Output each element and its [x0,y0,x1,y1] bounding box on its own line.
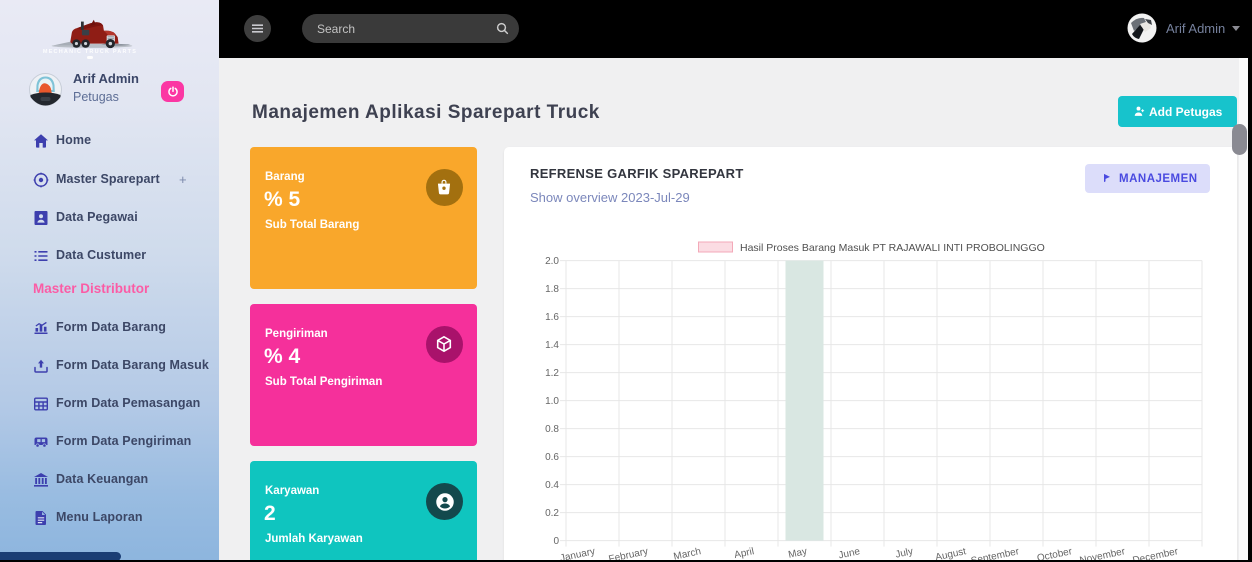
svg-text:2.0: 2.0 [545,256,559,267]
svg-text:July: July [894,546,914,560]
svg-text:1.2: 1.2 [545,368,559,379]
svg-text:May: May [787,546,808,561]
svg-text:June: June [838,546,862,561]
svg-text:0.6: 0.6 [545,452,559,463]
svg-text:August: August [934,546,967,562]
svg-text:1.6: 1.6 [545,312,559,323]
svg-text:1.8: 1.8 [545,284,559,295]
svg-text:March: March [673,546,702,562]
svg-text:0.8: 0.8 [545,424,559,435]
svg-text:Hasil Proses Barang Masuk PT R: Hasil Proses Barang Masuk PT RAJAWALI IN… [740,242,1045,254]
svg-text:0.4: 0.4 [545,480,559,491]
svg-text:0: 0 [553,536,559,547]
svg-text:1.0: 1.0 [545,396,559,407]
svg-text:1.4: 1.4 [545,340,559,351]
svg-text:0.2: 0.2 [545,508,559,519]
svg-text:April: April [733,546,755,561]
